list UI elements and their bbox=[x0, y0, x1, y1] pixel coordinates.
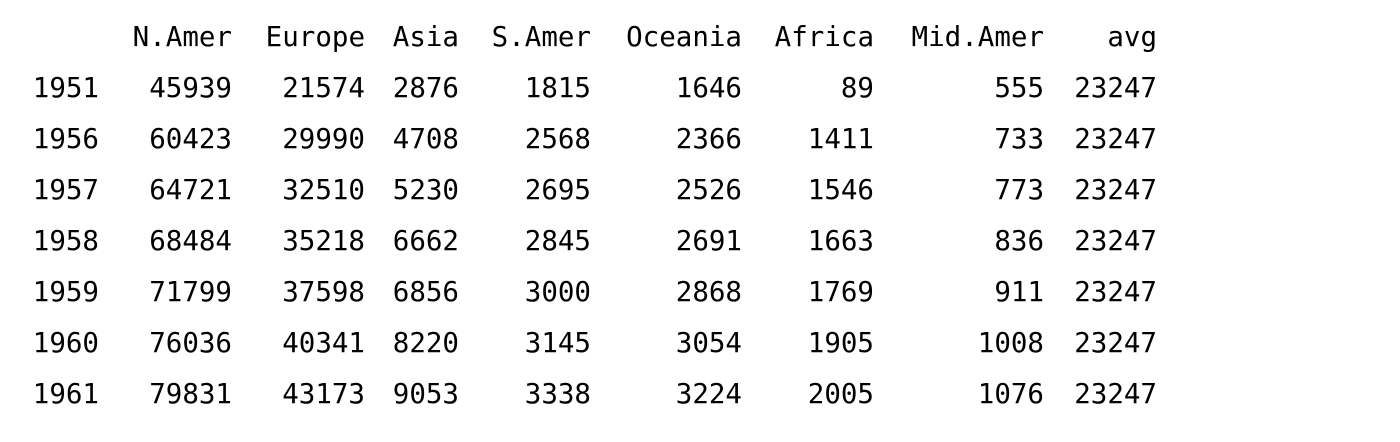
header-cell-europe: Europe bbox=[265, 21, 365, 53]
cell-africa: 1546 bbox=[807, 174, 874, 206]
cell-mid-amer: 773 bbox=[994, 174, 1044, 206]
cell-year: 1960 bbox=[32, 327, 99, 359]
cell-africa: 1663 bbox=[807, 225, 874, 257]
cell-mid-amer: 911 bbox=[994, 276, 1044, 308]
cell-year: 1957 bbox=[32, 174, 99, 206]
cell-europe: 37598 bbox=[282, 276, 365, 308]
header-cell-n-amer: N.Amer bbox=[132, 21, 232, 53]
cell-s-amer: 2845 bbox=[524, 225, 591, 257]
cell-mid-amer: 555 bbox=[994, 72, 1044, 104]
cell-year: 1958 bbox=[32, 225, 99, 257]
header-cell-asia: Asia bbox=[392, 21, 459, 53]
table-row: 1951 45939 21574 2876 1815 1646 89 555 2… bbox=[0, 68, 1400, 108]
cell-s-amer: 2695 bbox=[524, 174, 591, 206]
table-row: 1959 71799 37598 6856 3000 2868 1769 911… bbox=[0, 272, 1400, 312]
cell-oceania: 3054 bbox=[675, 327, 742, 359]
table-row: 1960 76036 40341 8220 3145 3054 1905 100… bbox=[0, 323, 1400, 363]
cell-avg: 23247 bbox=[1074, 327, 1157, 359]
cell-asia: 4708 bbox=[392, 123, 459, 155]
cell-s-amer: 1815 bbox=[524, 72, 591, 104]
header-cell-avg: avg bbox=[1107, 21, 1157, 53]
cell-asia: 8220 bbox=[392, 327, 459, 359]
cell-asia: 9053 bbox=[392, 378, 459, 410]
cell-africa: 2005 bbox=[807, 378, 874, 410]
cell-avg: 23247 bbox=[1074, 225, 1157, 257]
cell-oceania: 2526 bbox=[675, 174, 742, 206]
cell-mid-amer: 836 bbox=[994, 225, 1044, 257]
cell-avg: 23247 bbox=[1074, 174, 1157, 206]
cell-europe: 43173 bbox=[282, 378, 365, 410]
cell-africa: 89 bbox=[840, 72, 874, 104]
table-row: 1956 60423 29990 4708 2568 2366 1411 733… bbox=[0, 119, 1400, 159]
cell-s-amer: 3000 bbox=[524, 276, 591, 308]
cell-n-amer: 68484 bbox=[149, 225, 232, 257]
cell-n-amer: 76036 bbox=[149, 327, 232, 359]
cell-oceania: 2366 bbox=[675, 123, 742, 155]
cell-mid-amer: 1008 bbox=[977, 327, 1044, 359]
cell-africa: 1411 bbox=[807, 123, 874, 155]
cell-oceania: 2868 bbox=[675, 276, 742, 308]
cell-europe: 40341 bbox=[282, 327, 365, 359]
cell-s-amer: 2568 bbox=[524, 123, 591, 155]
header-cell-index bbox=[0, 17, 99, 57]
cell-n-amer: 45939 bbox=[149, 72, 232, 104]
header-cell-mid-amer: Mid.Amer bbox=[911, 21, 1044, 53]
cell-year: 1959 bbox=[32, 276, 99, 308]
cell-year: 1961 bbox=[32, 378, 99, 410]
cell-oceania: 3224 bbox=[675, 378, 742, 410]
cell-avg: 23247 bbox=[1074, 123, 1157, 155]
cell-europe: 35218 bbox=[282, 225, 365, 257]
cell-asia: 2876 bbox=[392, 72, 459, 104]
cell-mid-amer: 1076 bbox=[977, 378, 1044, 410]
cell-oceania: 1646 bbox=[675, 72, 742, 104]
cell-s-amer: 3145 bbox=[524, 327, 591, 359]
header-cell-oceania: Oceania bbox=[626, 21, 742, 53]
cell-mid-amer: 733 bbox=[994, 123, 1044, 155]
cell-europe: 21574 bbox=[282, 72, 365, 104]
cell-europe: 29990 bbox=[282, 123, 365, 155]
cell-africa: 1769 bbox=[807, 276, 874, 308]
cell-asia: 5230 bbox=[392, 174, 459, 206]
table-row: 1957 64721 32510 5230 2695 2526 1546 773… bbox=[0, 170, 1400, 210]
cell-avg: 23247 bbox=[1074, 276, 1157, 308]
cell-n-amer: 64721 bbox=[149, 174, 232, 206]
header-cell-africa: Africa bbox=[774, 21, 874, 53]
cell-oceania: 2691 bbox=[675, 225, 742, 257]
table-row: 1961 79831 43173 9053 3338 3224 2005 107… bbox=[0, 374, 1400, 414]
table-header-row: N.Amer Europe Asia S.Amer Oceania Africa… bbox=[0, 17, 1400, 57]
header-cell-s-amer: S.Amer bbox=[491, 21, 591, 53]
cell-s-amer: 3338 bbox=[524, 378, 591, 410]
cell-africa: 1905 bbox=[807, 327, 874, 359]
cell-avg: 23247 bbox=[1074, 72, 1157, 104]
cell-asia: 6662 bbox=[392, 225, 459, 257]
table-row: 1958 68484 35218 6662 2845 2691 1663 836… bbox=[0, 221, 1400, 261]
cell-asia: 6856 bbox=[392, 276, 459, 308]
cell-n-amer: 60423 bbox=[149, 123, 232, 155]
cell-year: 1956 bbox=[32, 123, 99, 155]
cell-europe: 32510 bbox=[282, 174, 365, 206]
cell-avg: 23247 bbox=[1074, 378, 1157, 410]
cell-n-amer: 79831 bbox=[149, 378, 232, 410]
cell-year: 1951 bbox=[32, 72, 99, 104]
cell-n-amer: 71799 bbox=[149, 276, 232, 308]
